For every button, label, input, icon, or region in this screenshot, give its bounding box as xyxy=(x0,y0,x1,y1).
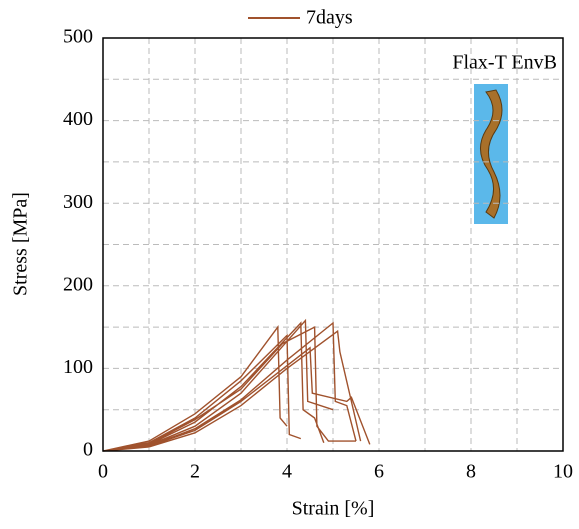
inset-image xyxy=(474,84,508,224)
y-tick-label: 200 xyxy=(63,273,93,295)
plot-frame xyxy=(102,37,564,452)
legend-label: 7days xyxy=(306,7,353,29)
x-axis-label: Strain [%] xyxy=(292,498,375,520)
x-tick-label: 6 xyxy=(374,461,384,483)
y-tick-label: 500 xyxy=(63,26,93,48)
y-tick-label: 100 xyxy=(63,356,93,378)
x-tick-label: 0 xyxy=(98,461,108,483)
x-tick-label: 10 xyxy=(553,461,573,483)
y-tick-label: 0 xyxy=(83,439,93,461)
y-tick-label: 300 xyxy=(63,191,93,213)
data-line xyxy=(102,318,371,452)
annotation: Flax-T EnvB xyxy=(452,52,557,74)
y-tick-label: 400 xyxy=(63,108,93,130)
y-axis-label: Stress [MPa] xyxy=(10,192,32,296)
x-tick-label: 8 xyxy=(466,461,476,483)
x-tick-label: 4 xyxy=(282,461,292,483)
x-tick-label: 2 xyxy=(190,461,200,483)
